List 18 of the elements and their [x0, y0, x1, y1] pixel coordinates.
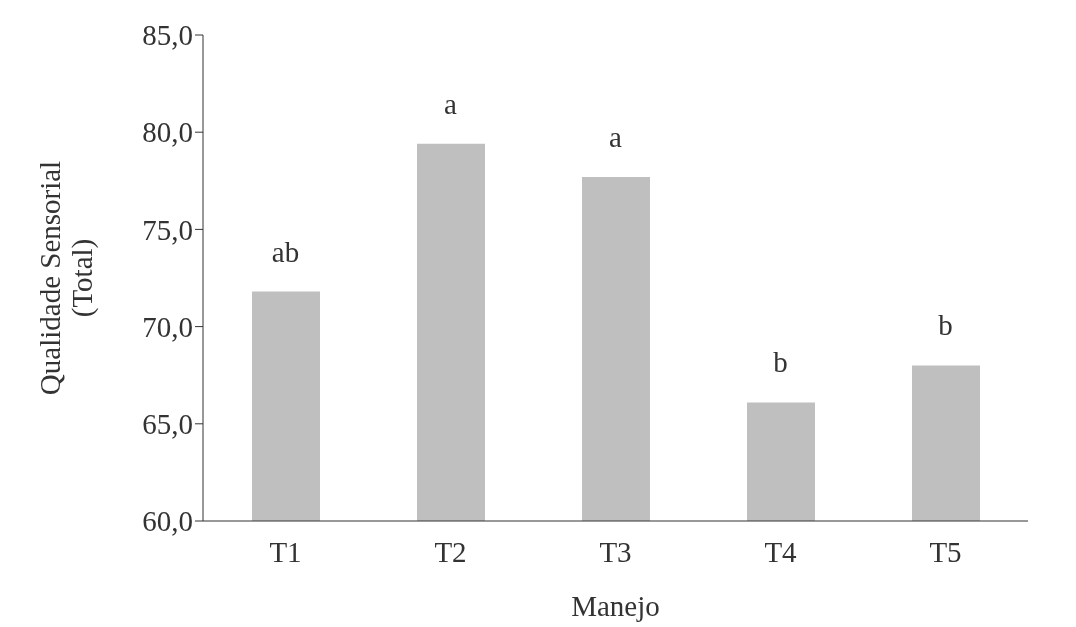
y-tick-label: 65,0 [142, 408, 193, 441]
annotation: a [444, 87, 458, 120]
y-tick-label: 85,0 [142, 19, 193, 52]
y-tick-label: 70,0 [142, 310, 193, 343]
annotation: b [938, 309, 953, 342]
y-tick-label: 80,0 [142, 116, 193, 149]
x-tick-label: T5 [929, 535, 962, 568]
x-tick-label: T4 [764, 535, 798, 568]
x-tick-label: T2 [434, 535, 467, 568]
annotation: ab [271, 235, 300, 268]
x-tick-label: T3 [599, 535, 632, 568]
x-axis-title: Manejo [571, 590, 660, 622]
annotation: b [773, 346, 788, 379]
y-tick-label: 60,0 [142, 505, 193, 538]
y-axis-title: Qualidade Sensorial (Total) [34, 160, 99, 396]
x-tick-label: T1 [269, 535, 302, 568]
y-tick-label: 75,0 [142, 213, 193, 246]
annotation: a [609, 120, 623, 153]
